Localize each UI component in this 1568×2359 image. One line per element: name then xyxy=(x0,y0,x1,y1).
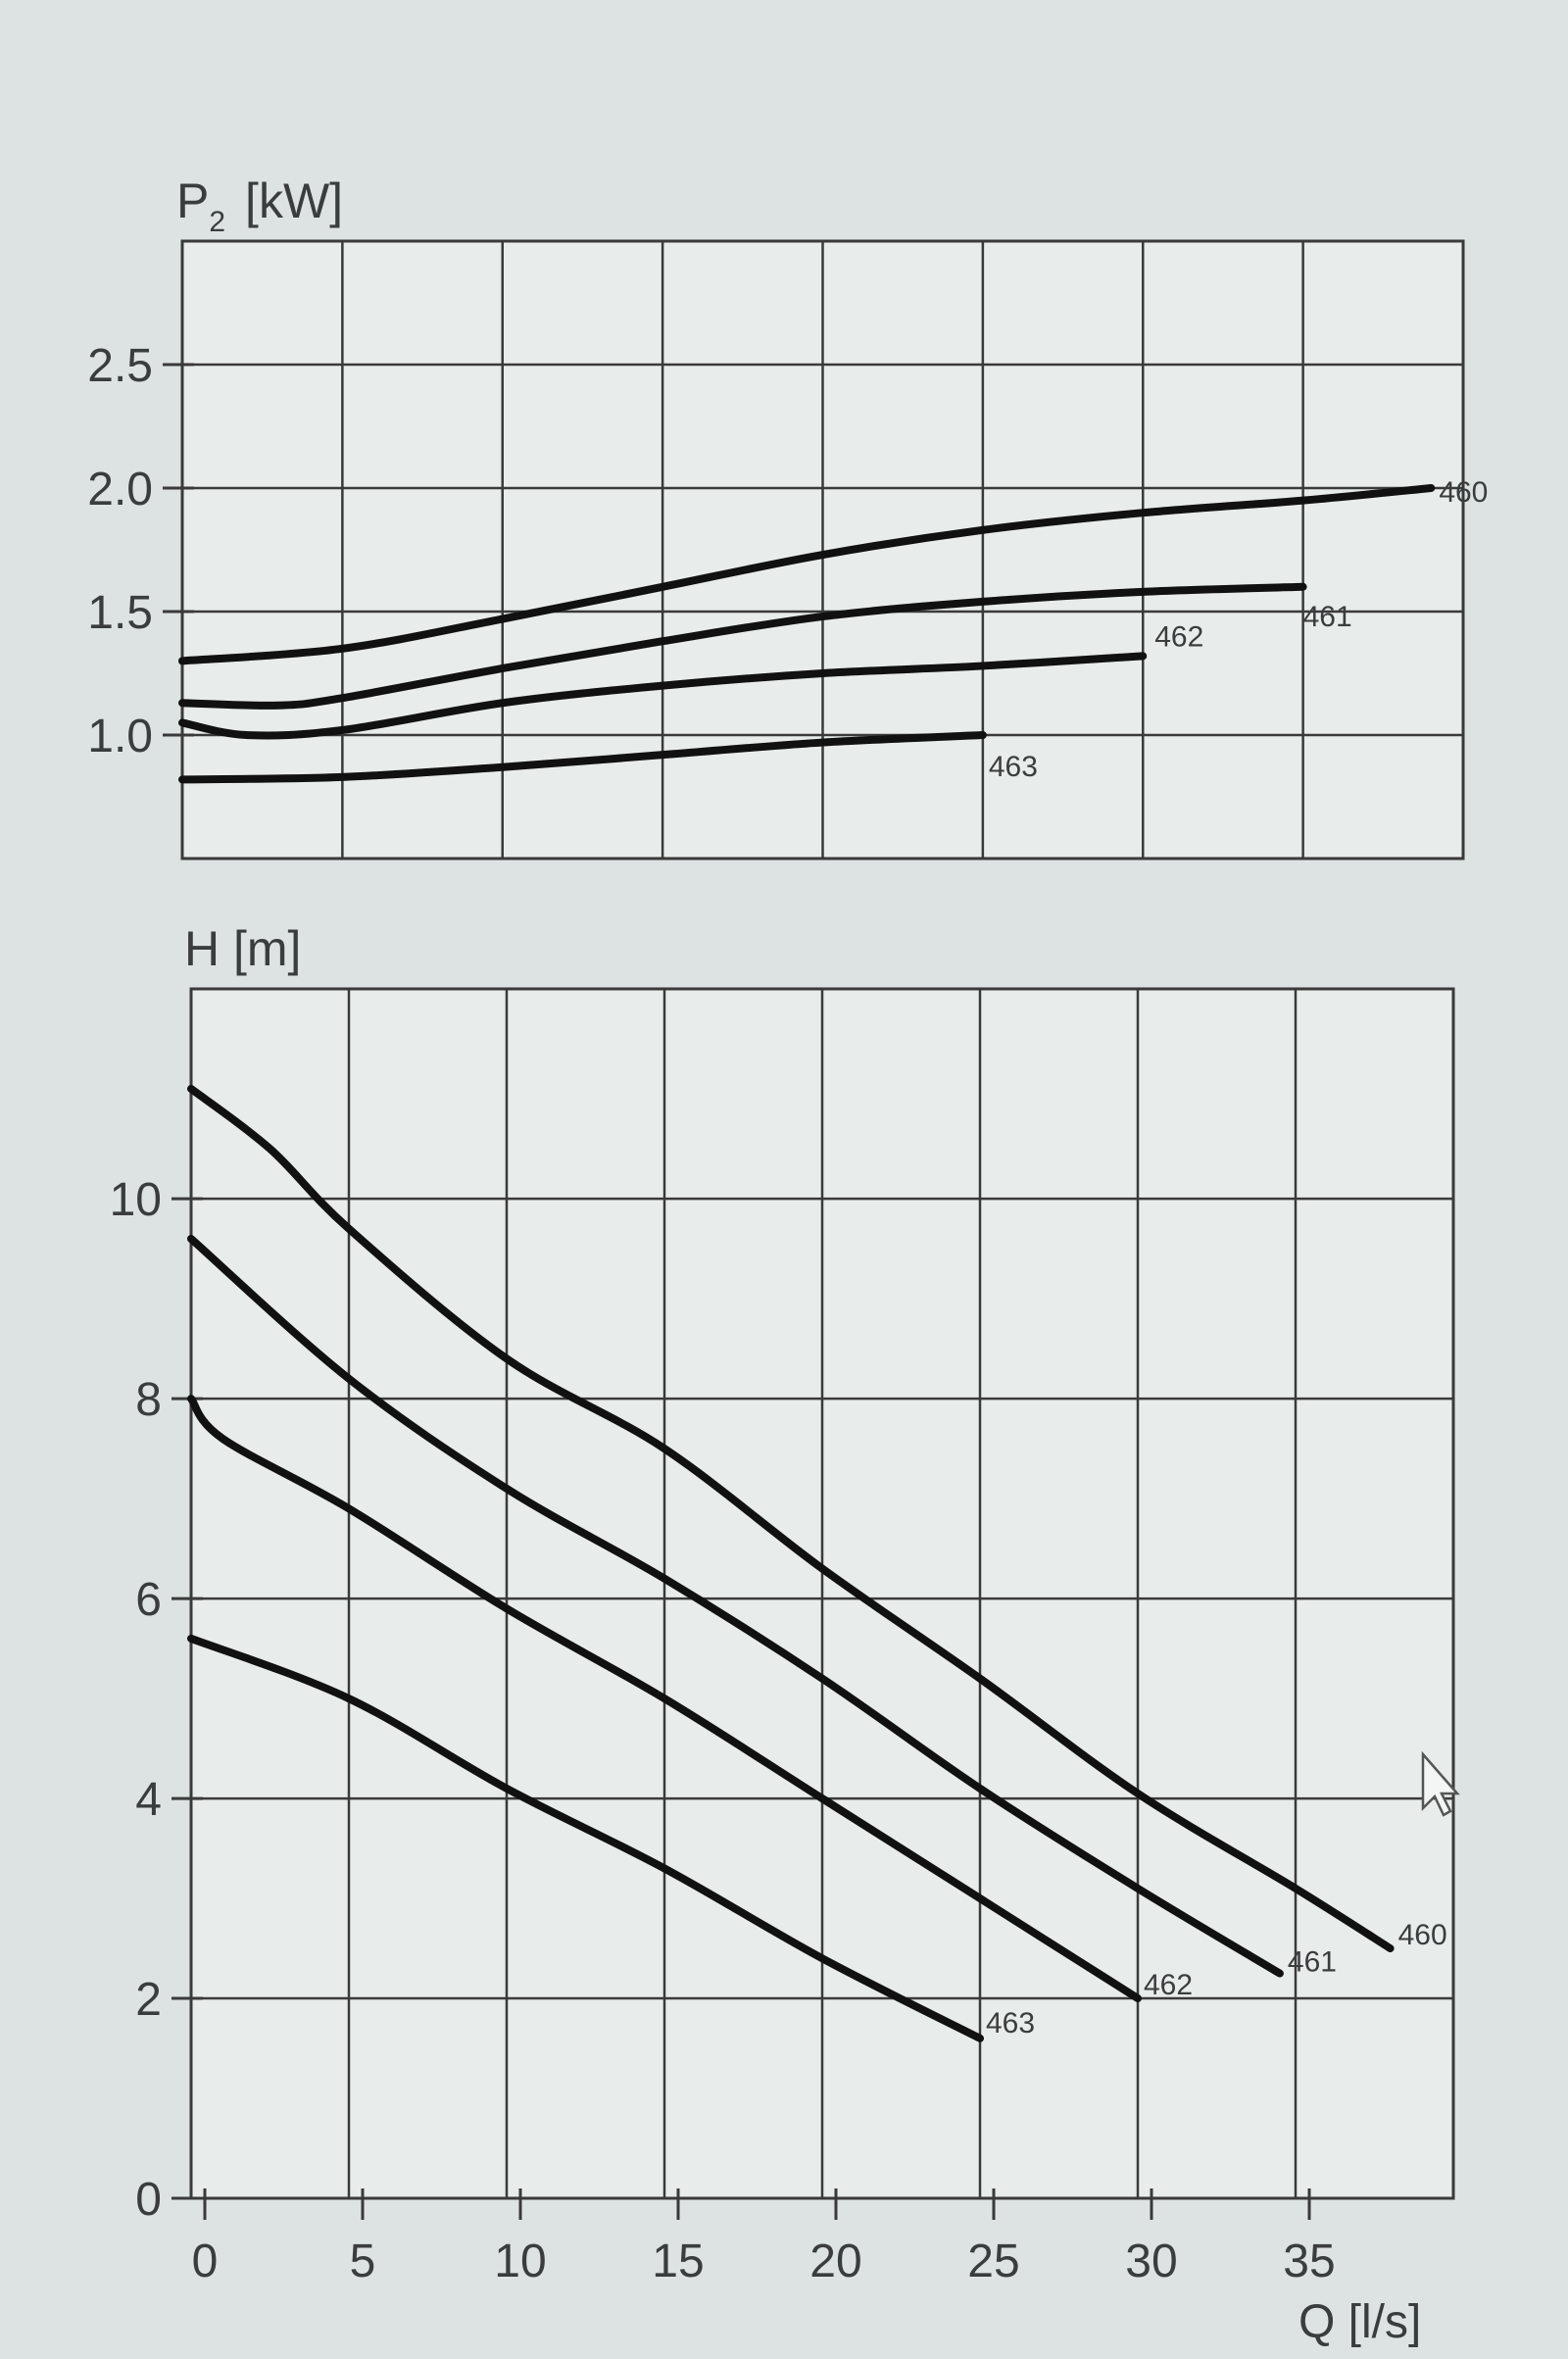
curve-460 xyxy=(187,1084,1395,1953)
x-tick-label: 20 xyxy=(809,2236,861,2287)
curve-463 xyxy=(187,1634,984,2042)
curve-461 xyxy=(187,1234,1284,1978)
curve-462 xyxy=(187,1395,1142,2003)
curve-label-461: 461 xyxy=(1303,601,1352,633)
arrow-cursor-icon xyxy=(1421,1750,1460,1817)
y-tick-label: 2.5 xyxy=(87,340,153,392)
curve-label-462: 462 xyxy=(1144,1969,1193,2001)
power-axis-label: P2 [kW] xyxy=(176,173,343,238)
curve-label-460: 460 xyxy=(1398,1919,1447,1951)
head-axis-label: H [m] xyxy=(184,921,301,976)
curve-462 xyxy=(178,652,1148,740)
curve-463 xyxy=(178,731,987,784)
power-chart: P2 [kW] 1.0 1.5 2.0 2.5 460 461 462 463 xyxy=(87,173,1488,860)
curve-label-463: 463 xyxy=(989,751,1038,783)
y-tick-label: 2.0 xyxy=(87,464,153,516)
head-chart: H [m] MT Q [l/s] 02468100510152025303546… xyxy=(110,921,1455,2348)
curve-label-461: 461 xyxy=(1288,1946,1337,1979)
curve-label-460: 460 xyxy=(1439,476,1488,509)
x-tick-label: 5 xyxy=(350,2236,376,2287)
y-tick-label: 0 xyxy=(135,2174,162,2226)
x-tick-label: 15 xyxy=(652,2236,704,2287)
y-tick-label: 8 xyxy=(135,1374,162,1426)
x-tick-label: 30 xyxy=(1125,2236,1177,2287)
x-tick-label: 0 xyxy=(192,2236,219,2287)
curve-label-463: 463 xyxy=(986,2007,1035,2040)
y-tick-label: 1.0 xyxy=(87,711,153,762)
curve-460 xyxy=(178,484,1436,665)
y-tick-label: 1.5 xyxy=(87,587,153,639)
x-tick-label: 35 xyxy=(1283,2236,1335,2287)
x-tick-label: 25 xyxy=(967,2236,1019,2287)
y-tick-label: 10 xyxy=(110,1174,162,1226)
x-tick-label: 10 xyxy=(494,2236,546,2287)
curve-label-462: 462 xyxy=(1154,620,1203,653)
flow-axis-label: Q [l/s] xyxy=(1298,2296,1421,2348)
y-tick-label: 6 xyxy=(135,1574,162,1626)
y-tick-label: 2 xyxy=(135,1974,162,2026)
y-tick-label: 4 xyxy=(135,1774,162,1826)
curve-461 xyxy=(178,582,1307,710)
